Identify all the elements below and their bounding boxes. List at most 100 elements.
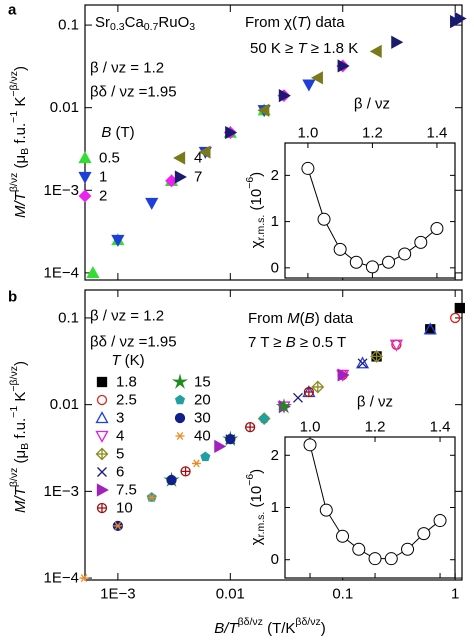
annotation-part: ≥ 0.5 T: [296, 334, 346, 351]
y-axis-label-part: ): [248, 172, 265, 177]
x-tick-label: 0.01: [216, 586, 245, 603]
legend-title-part: (T): [111, 124, 134, 141]
legend-marker: [174, 170, 187, 184]
annotation-part: From: [248, 310, 287, 327]
marker: [389, 339, 403, 352]
y-axis-label-part: χ: [248, 537, 265, 545]
y-axis-label-part: (μ: [12, 450, 29, 468]
y-axis-label-part: −6: [244, 474, 256, 486]
point: [352, 542, 366, 556]
legend-label: 5: [116, 446, 124, 463]
point: [417, 527, 431, 541]
point: [401, 542, 415, 556]
legend-label: 1: [99, 169, 107, 186]
y-tick-label: 2: [271, 447, 279, 464]
y-axis-label-part: β/νz: [8, 468, 20, 487]
legend-title: T (K): [111, 352, 144, 369]
x-axis-label: B/Tβδ/νz (T/Kβδ/νz): [214, 616, 325, 637]
legend-title-part: (K): [121, 352, 145, 369]
legend-label: 1.8: [116, 374, 137, 391]
y-axis-label-part: −β/νz: [8, 366, 20, 392]
marker: [391, 35, 404, 49]
marker: [450, 312, 461, 324]
annotation-part: ) data: [306, 14, 345, 31]
annotation: βδ / νz =1.95: [90, 334, 177, 351]
legend-marker: [95, 411, 109, 424]
legend-label: 2.5: [116, 392, 137, 409]
y-tick-label: 0.01: [50, 396, 79, 413]
annotation: From χ(T) data: [245, 14, 345, 31]
y-axis-label-part: −1: [8, 406, 20, 418]
marker: [145, 197, 159, 210]
y-axis-label-part: ): [248, 469, 265, 474]
y-axis-label-part: (μ: [12, 155, 29, 173]
annotation-part: ) data: [315, 310, 354, 327]
y-axis-label-part: f.u.: [12, 418, 29, 443]
x-axis-label-part: B/T: [214, 620, 239, 637]
annotation: β / νz = 1.2: [90, 308, 164, 325]
marker: [275, 398, 293, 414]
legend-marker: [97, 467, 107, 477]
legend-marker: [96, 502, 108, 514]
legend-label: 30: [194, 410, 211, 427]
legend-label: 4: [116, 428, 124, 445]
panel-label: b: [8, 289, 17, 306]
marker: [86, 266, 100, 279]
point: [414, 235, 428, 249]
marker: [191, 459, 201, 468]
marker: [166, 474, 177, 486]
y-tick-label: 0.1: [58, 17, 79, 34]
legend-title-part: B: [101, 124, 111, 141]
y-axis-label-part: r.m.s.: [255, 215, 267, 241]
annotation: β / νz = 1.2: [90, 60, 164, 77]
x-tick-label: 0.1: [332, 586, 353, 603]
annotation: 7 T ≥ B ≥ 0.5 T: [248, 334, 346, 351]
y-axis-label-part: K: [12, 97, 29, 111]
y-tick-label: 0.1: [58, 309, 79, 326]
legend-marker: [78, 189, 92, 203]
marker: [302, 79, 316, 92]
legend-marker: [175, 432, 185, 440]
y-axis-label-part: M/T: [12, 485, 29, 513]
point: [365, 260, 379, 274]
x-tick-label: 1E−3: [100, 586, 135, 603]
x-axis-label-part: βδ/νz: [295, 616, 320, 628]
legend-marker: [171, 373, 189, 389]
marker: [111, 234, 125, 247]
inset-frame: [284, 436, 456, 579]
annotation-part: 0.7: [144, 21, 159, 33]
y-axis-label-part: −β/νz: [8, 71, 20, 97]
marker: [147, 493, 157, 502]
point: [368, 552, 382, 566]
annotation-part: From χ(: [245, 14, 297, 31]
point: [382, 255, 396, 269]
x-tick-label: 1.2: [365, 419, 386, 436]
annotation: From M(B) data: [248, 310, 354, 327]
marker: [257, 103, 270, 117]
point: [303, 438, 317, 452]
annotation-part: B: [286, 334, 296, 351]
marker: [293, 392, 303, 403]
annotation-part: 0.3: [110, 21, 125, 33]
point: [430, 222, 444, 236]
annotation-part: ≥ 1.8 K: [307, 40, 359, 57]
annotation-part: Sr: [95, 14, 110, 31]
annotation-part: 7 T ≥: [248, 334, 286, 351]
x-tick-label: 1.4: [430, 419, 451, 436]
legend-marker: [174, 394, 186, 405]
legend-label: 4: [194, 150, 202, 167]
marker: [225, 125, 238, 140]
annotation-part: RuO: [158, 14, 189, 31]
y-axis-label-part: β/νz: [8, 173, 20, 192]
point: [384, 552, 398, 566]
marker: [244, 422, 256, 433]
point: [317, 212, 331, 226]
marker: [357, 358, 368, 369]
marker: [180, 466, 191, 477]
y-tick-label: 1E−4: [44, 264, 79, 281]
marker: [454, 11, 467, 26]
point: [333, 242, 347, 256]
y-axis-label-part: K: [12, 392, 29, 406]
y-tick-label: 2: [271, 167, 279, 184]
